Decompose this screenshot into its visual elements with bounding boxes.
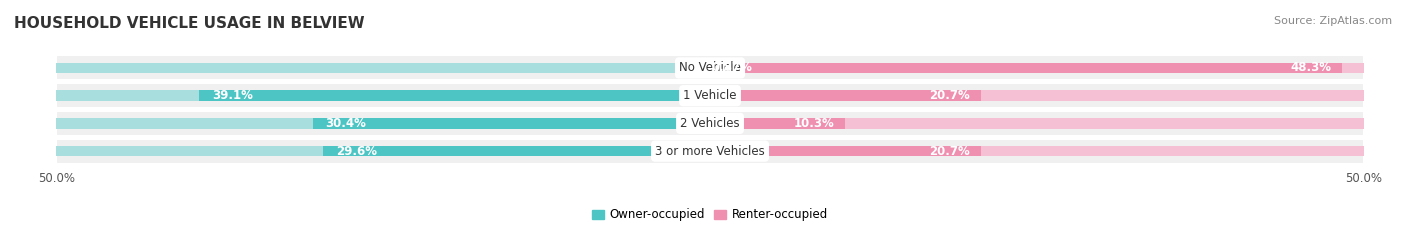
Bar xyxy=(710,118,1364,129)
Text: 39.1%: 39.1% xyxy=(212,89,253,102)
Bar xyxy=(710,146,1364,156)
Bar xyxy=(312,118,710,129)
Bar xyxy=(710,63,1341,73)
FancyBboxPatch shape xyxy=(56,111,1364,136)
Bar xyxy=(710,63,1364,73)
Text: 1 Vehicle: 1 Vehicle xyxy=(683,89,737,102)
Bar xyxy=(699,63,710,73)
Text: HOUSEHOLD VEHICLE USAGE IN BELVIEW: HOUSEHOLD VEHICLE USAGE IN BELVIEW xyxy=(14,16,364,31)
Text: 20.7%: 20.7% xyxy=(929,145,970,158)
Bar xyxy=(710,90,981,101)
Bar xyxy=(710,146,981,156)
FancyBboxPatch shape xyxy=(56,139,1364,164)
Text: 20.7%: 20.7% xyxy=(929,89,970,102)
FancyBboxPatch shape xyxy=(56,55,1364,80)
Bar xyxy=(710,90,1364,101)
Bar xyxy=(323,146,710,156)
Text: 29.6%: 29.6% xyxy=(336,145,377,158)
Text: 3 or more Vehicles: 3 or more Vehicles xyxy=(655,145,765,158)
Legend: Owner-occupied, Renter-occupied: Owner-occupied, Renter-occupied xyxy=(586,203,834,226)
Text: 0.87%: 0.87% xyxy=(711,62,752,74)
Text: No Vehicle: No Vehicle xyxy=(679,62,741,74)
Bar xyxy=(56,118,710,129)
Bar xyxy=(56,146,710,156)
Text: 2 Vehicles: 2 Vehicles xyxy=(681,117,740,130)
Bar xyxy=(710,118,845,129)
Text: 10.3%: 10.3% xyxy=(793,117,834,130)
Text: 30.4%: 30.4% xyxy=(326,117,367,130)
FancyBboxPatch shape xyxy=(56,83,1364,108)
Bar xyxy=(56,90,710,101)
Text: 48.3%: 48.3% xyxy=(1291,62,1331,74)
Bar xyxy=(198,90,710,101)
Text: Source: ZipAtlas.com: Source: ZipAtlas.com xyxy=(1274,16,1392,26)
Bar xyxy=(56,63,710,73)
